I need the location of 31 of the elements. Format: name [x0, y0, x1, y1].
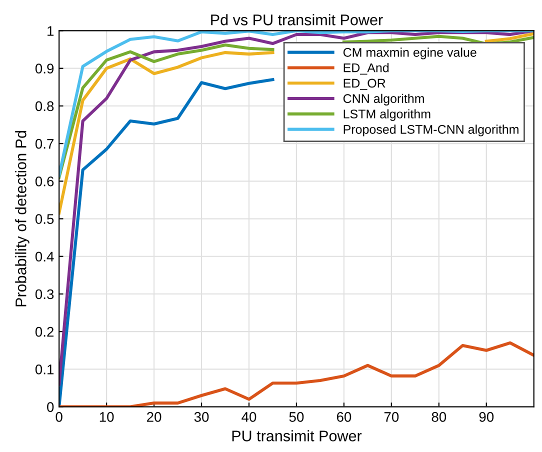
- legend-label: CM maxmin egine value: [343, 48, 476, 60]
- y-tick-label: 0.4: [35, 252, 54, 262]
- y-tick-label: 1: [48, 26, 54, 36]
- x-tick-label: 30: [194, 412, 209, 422]
- line-series: [59, 78, 274, 407]
- y-tick-label: 0.8: [35, 101, 54, 112]
- x-tick-label: 60: [336, 412, 352, 422]
- x-tick-label: 10: [100, 412, 114, 422]
- y-tick-label: 0.7: [35, 138, 54, 149]
- x-tick-label: 90: [479, 412, 494, 422]
- x-tick-label: 20: [147, 412, 162, 422]
- x-tick-label: 50: [289, 412, 304, 422]
- y-tick-label: 0.6: [35, 176, 54, 186]
- y-tick-label: 0.1: [35, 364, 54, 374]
- y-tick-label: 0.2: [35, 326, 54, 337]
- x-tick-label: 0: [56, 412, 62, 422]
- legend-label: Proposed LSTM-CNN algorithm: [344, 124, 518, 136]
- y-tick-label: 0: [47, 402, 54, 412]
- legend-label: ED_And: [344, 63, 389, 75]
- y-tick-label: 0.9: [35, 64, 54, 74]
- x-tick-label: 70: [384, 412, 399, 422]
- chart-title: Pd vs PU transimit Power: [211, 14, 383, 26]
- x-tick-label: 40: [242, 412, 256, 422]
- x-tick-label: 80: [432, 412, 446, 422]
- y-axis-title: Probability of detection Pd: [15, 130, 30, 306]
- legend-label: LSTM algorithm: [344, 109, 430, 121]
- legend-label: ED_OR: [344, 78, 386, 90]
- y-tick-label: 0.5: [35, 214, 54, 224]
- y-tick-label: 0.3: [35, 289, 54, 300]
- x-axis-title: PU transimit Power: [232, 430, 362, 442]
- legend-label: CNN algorithm: [343, 94, 424, 106]
